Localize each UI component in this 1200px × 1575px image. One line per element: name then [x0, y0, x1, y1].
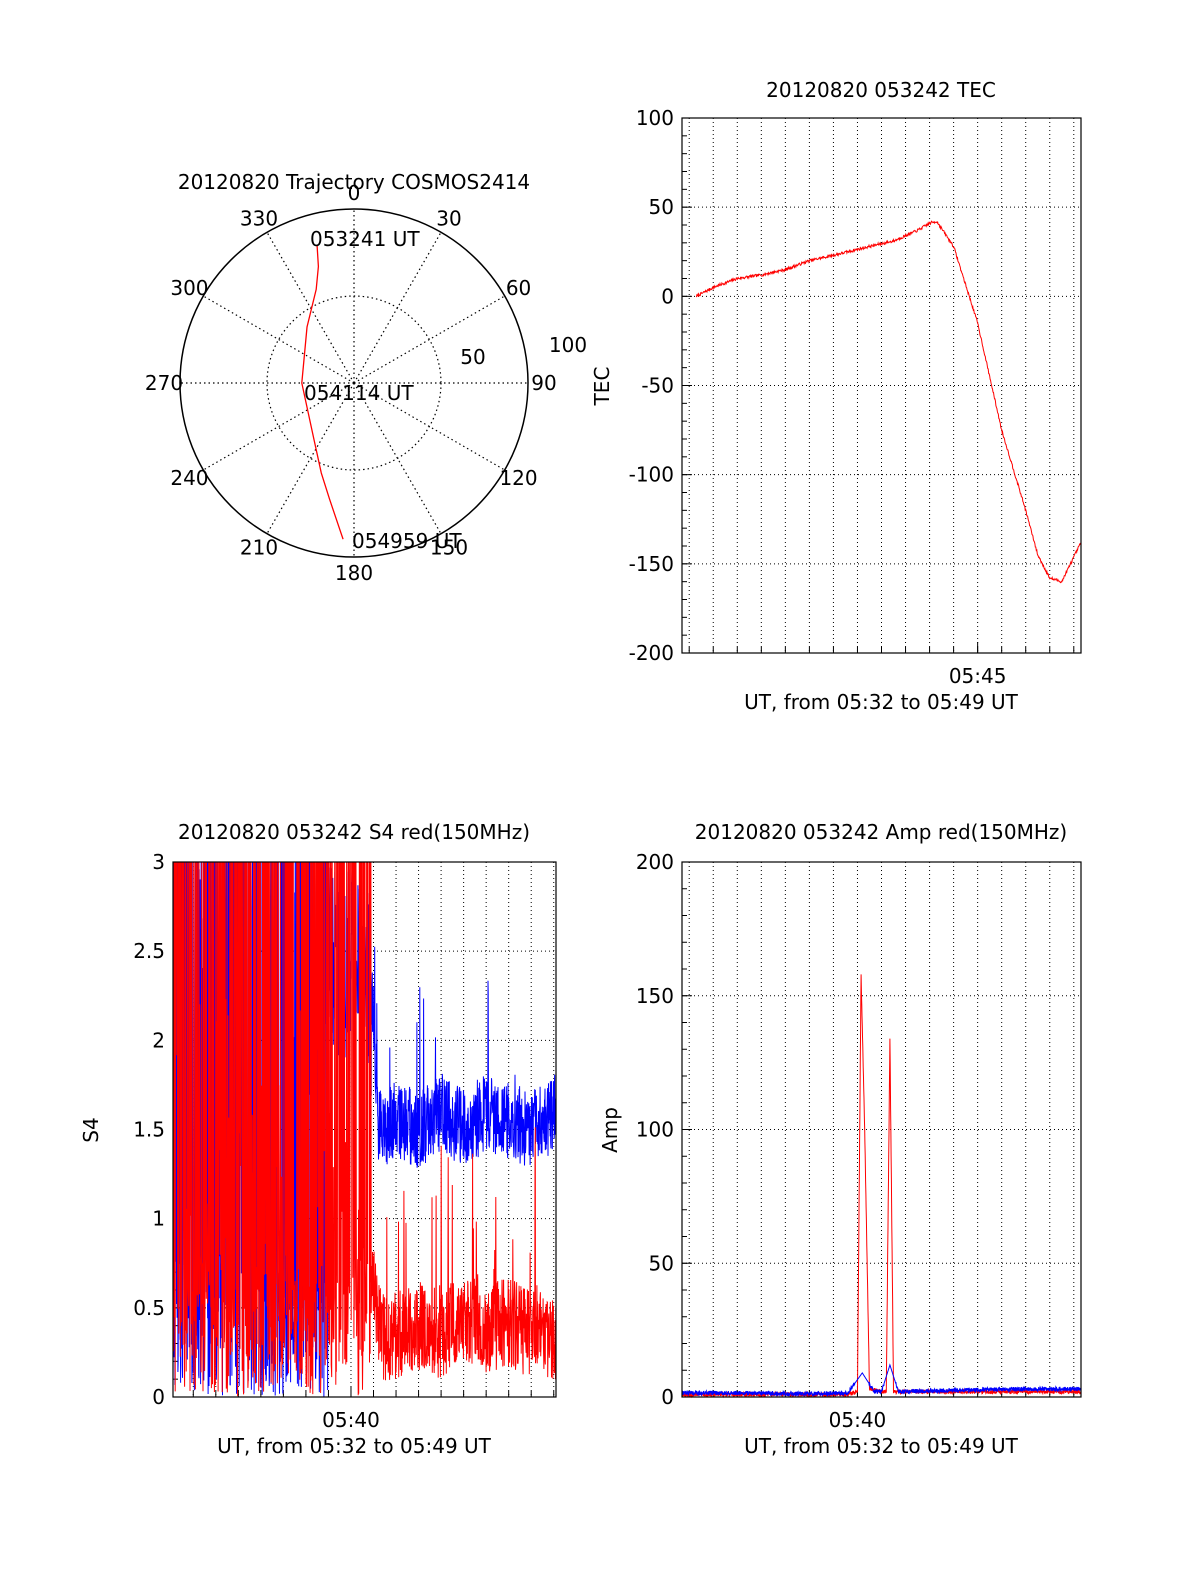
polar-azimuth-label: 270 [145, 371, 183, 395]
polar-radial-label: 100 [549, 333, 587, 357]
polar-spoke [203, 382, 355, 471]
polar-spoke [353, 295, 505, 384]
tec-chart: 20120820 053242 TEC UT, from 05:32 to 05… [590, 78, 1082, 714]
trajectory-annotation: 054114 UT [304, 381, 414, 405]
polar-azimuth-label: 90 [531, 371, 556, 395]
y-tick-label: -50 [641, 374, 674, 398]
polar-spoke [353, 382, 505, 471]
polar-azimuth-label: 300 [170, 276, 208, 300]
tec-series-red [695, 220, 1081, 584]
y-tick-label: -150 [629, 552, 674, 576]
amp-y-axis-label: Amp [598, 1107, 622, 1153]
y-tick-label: -100 [629, 463, 674, 487]
amp-title: 20120820 053242 Amp red(150MHz) [695, 820, 1067, 844]
polar-azimuth-label: 210 [240, 536, 278, 560]
polar-azimuth-label: 30 [436, 206, 461, 230]
polar-azimuth-label: 120 [499, 466, 537, 490]
y-tick-label: 100 [636, 106, 674, 130]
polar-spoke [353, 232, 442, 384]
amp-chart: 20120820 053242 Amp red(150MHz) UT, from… [598, 820, 1082, 1458]
tec-y-axis-label: TEC [590, 367, 614, 407]
x-tick-label: 05:40 [829, 1408, 887, 1432]
y-tick-label: 50 [649, 1251, 674, 1275]
s4-chart: 20120820 053242 S4 red(150MHz) UT, from … [79, 820, 557, 1458]
x-tick-label: 05:45 [949, 664, 1007, 688]
polar-azimuth-label: 240 [170, 466, 208, 490]
polar-spoke [266, 232, 355, 384]
trajectory-annotation: 053241 UT [310, 227, 420, 251]
polar-radial-label: 50 [460, 345, 485, 369]
y-tick-label: 200 [636, 850, 674, 874]
plot-frame [681, 117, 1082, 654]
trajectory-line [301, 245, 344, 540]
s4-x-axis-label: UT, from 05:32 to 05:49 UT [217, 1434, 492, 1458]
y-tick-label: 1 [152, 1207, 165, 1231]
polar-azimuth-label: 60 [506, 276, 531, 300]
tec-title: 20120820 053242 TEC [766, 78, 996, 102]
y-tick-label: 2.5 [133, 939, 165, 963]
y-tick-label: 0 [661, 284, 674, 308]
s4-title: 20120820 053242 S4 red(150MHz) [178, 820, 530, 844]
polar-spoke [266, 382, 355, 534]
trajectory-annotation: 054959 UT [352, 529, 462, 553]
polar-azimuth-label: 330 [240, 206, 278, 230]
y-tick-label: 100 [636, 1118, 674, 1142]
polar-azimuth-label: 0 [348, 181, 361, 205]
polar-spoke [203, 295, 355, 384]
trajectory-title: 20120820 Trajectory COSMOS2414 [178, 170, 530, 194]
amp-x-axis-label: UT, from 05:32 to 05:49 UT [744, 1434, 1019, 1458]
y-tick-label: 1.5 [133, 1118, 165, 1142]
tec-x-axis-label: UT, from 05:32 to 05:49 UT [744, 690, 1019, 714]
y-tick-label: 0 [152, 1385, 165, 1409]
trajectory-polar-plot: 20120820 Trajectory COSMOS2414 0 30 60 90 12… [145, 170, 587, 585]
polar-spoke [353, 382, 442, 534]
y-tick-label: 3 [152, 850, 165, 874]
y-tick-label: 50 [649, 195, 674, 219]
polar-azimuth-label: 150 [430, 536, 468, 560]
amp-series-red [681, 974, 1082, 1399]
polar-outer-circle [179, 208, 529, 558]
y-tick-label: -200 [629, 641, 674, 665]
amp-series-blue [681, 1363, 1082, 1398]
y-tick-label: 0.5 [133, 1296, 165, 1320]
s4-y-axis-label: S4 [79, 1117, 103, 1142]
plot-frame [172, 861, 557, 1398]
x-tick-label: 05:40 [322, 1408, 380, 1432]
y-tick-label: 150 [636, 984, 674, 1008]
polar-azimuth-label: 180 [335, 561, 373, 585]
y-tick-label: 2 [152, 1028, 165, 1052]
y-tick-label: 0 [661, 1385, 674, 1409]
plot-frame [681, 861, 1082, 1398]
